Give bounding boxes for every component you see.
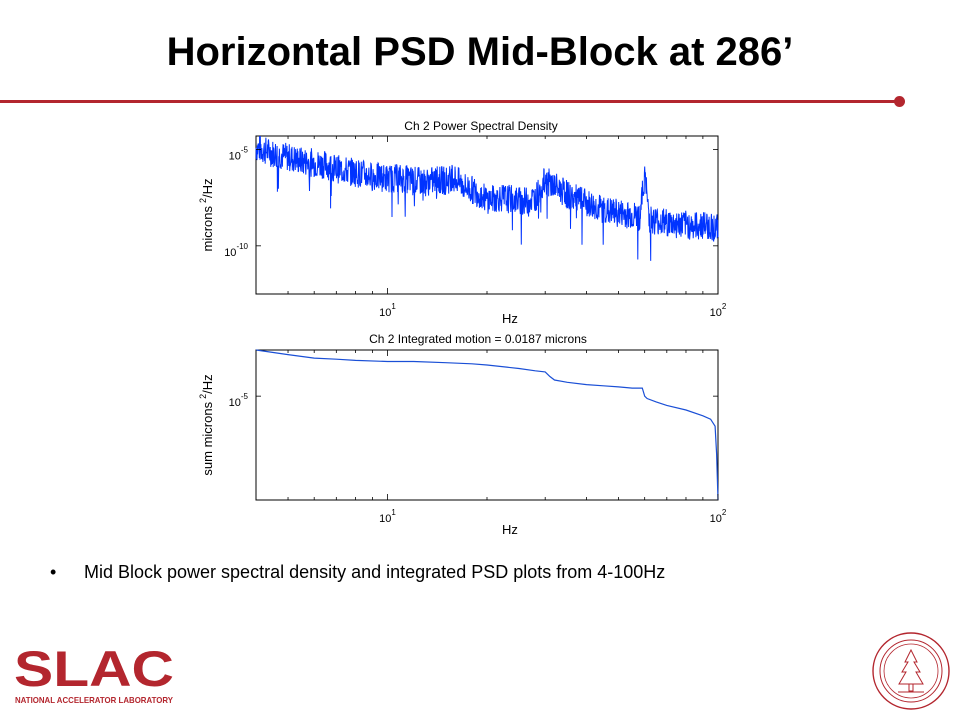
integrated-x-tick-100: 102 — [710, 508, 727, 525]
bullet-text: Mid Block power spectral density and int… — [84, 562, 666, 582]
slac-wordmark: SLAC — [14, 644, 174, 697]
slide-title: Horizontal PSD Mid-Block at 286’ — [166, 30, 794, 74]
title-rule — [0, 100, 898, 103]
integrated-y-label: sum microns2/Hz — [198, 374, 215, 475]
integrated-x-label: Hz — [502, 522, 518, 537]
integrated-y-tick-neg5: 10-5 — [229, 392, 249, 409]
integrated-plot-frame — [255, 349, 719, 501]
integrated-motion-chart: Ch 2 Integrated motion = 0.0187 microns … — [198, 332, 727, 537]
psd-y-tick-neg10: 10-10 — [224, 242, 248, 259]
psd-charts: Ch 2 Power Spectral Density 101 102 10-5… — [198, 119, 727, 537]
psd-series-line — [255, 135, 719, 261]
slac-tagline: NATIONAL ACCELERATOR LABORATORY — [15, 695, 173, 705]
stanford-seal-icon — [872, 632, 950, 710]
slac-logo: SLAC NATIONAL ACCELERATOR LABORATORY — [14, 644, 174, 705]
psd-x-tick-10: 101 — [379, 302, 396, 319]
psd-chart: Ch 2 Power Spectral Density 101 102 10-5… — [198, 119, 727, 326]
psd-x-tick-100: 102 — [710, 302, 727, 319]
integrated-tick-marks — [255, 350, 719, 500]
bullet-item: • Mid Block power spectral density and in… — [50, 562, 665, 583]
title-rule-endpoint — [894, 96, 905, 107]
integrated-x-tick-10: 101 — [379, 508, 396, 525]
bullet-dot-icon: • — [50, 562, 57, 582]
psd-chart-title: Ch 2 Power Spectral Density — [404, 119, 557, 133]
psd-y-tick-neg5: 10-5 — [229, 145, 249, 162]
psd-x-label: Hz — [502, 311, 518, 326]
psd-plot-frame — [255, 135, 719, 295]
psd-y-label: microns2/Hz — [198, 178, 215, 251]
psd-tick-marks — [255, 136, 719, 294]
integrated-chart-title: Ch 2 Integrated motion = 0.0187 microns — [369, 332, 587, 346]
integrated-series-line — [255, 349, 719, 501]
